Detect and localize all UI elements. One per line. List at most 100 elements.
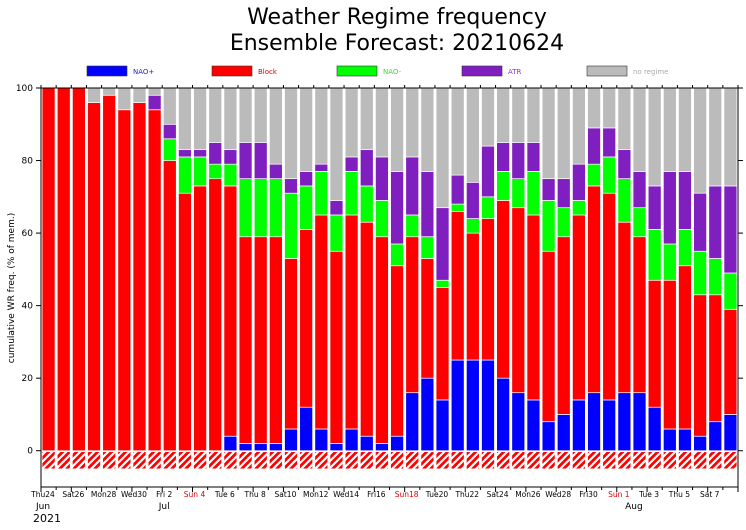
bar-block-16 [284,258,298,430]
bar-nao-18 [314,428,329,452]
bar-atr-26 [435,207,450,281]
bar-nao-45 [723,414,738,452]
x-tick-label-38: Sun 1 [608,490,630,499]
bar-noregime-34 [556,87,571,180]
bar-block-33 [541,250,556,423]
bar-nao-37 [602,399,617,452]
bar-atr-24 [405,156,420,216]
bar-nao-15 [269,178,283,238]
bar-base-43 [693,451,707,470]
bar-block-18 [314,214,329,430]
bar-noregime-42 [678,87,692,172]
bar-base-4 [102,451,116,470]
y-tick-label-20: 20 [22,374,34,384]
bar-base-27 [450,451,465,470]
bar-base-13 [238,451,253,470]
bar-base-26 [435,451,450,470]
bar-base-33 [541,451,556,470]
bar-noregime-17 [299,87,313,172]
bar-nao-18 [314,171,329,216]
x-tick-label-10: Sun 4 [184,490,206,499]
bar-base-34 [556,451,571,470]
bar-noregime-9 [178,87,192,151]
bar-noregime-25 [420,87,435,172]
bar-atr-31 [511,142,526,180]
bar-atr-27 [450,174,465,205]
bar-block-34 [556,236,571,415]
bar-base-24 [405,451,420,470]
bar-nao-28 [466,218,480,234]
bar-base-45 [723,451,738,470]
bar-atr-42 [678,171,692,230]
bar-block-29 [481,218,495,361]
legend-label-2: NAO- [383,68,402,76]
x-tick-label-16: Sat10 [275,490,297,499]
bar-noregime-12 [223,87,238,151]
bar-base-1 [56,451,71,470]
legend-swatch-2 [336,65,378,77]
bar-nao-15 [269,443,283,452]
bar-nao-39 [632,392,647,452]
bars [41,87,738,470]
bar-nao-44 [708,421,723,452]
bar-noregime-10 [193,87,207,151]
bar-block-15 [269,236,283,444]
bar-nao-16 [284,192,298,259]
bar-noregime-43 [693,87,707,194]
bar-atr-16 [284,178,298,194]
bar-block-5 [117,109,132,452]
x-axis: Thu24 Sat26 Mon28 Wed30 Fri 2 Sun 4 Tue 6 Thu 8… [30,85,739,512]
y-axis-label: cumulative WR freq. (% of mem.) [7,213,17,363]
x-tick-label-2: Sat26 [62,490,84,499]
bar-atr-29 [481,145,495,198]
bar-base-14 [253,451,268,470]
bar-nao-14 [253,443,268,452]
bar-atr-40 [647,185,662,230]
bar-noregime-40 [647,87,662,187]
bar-atr-25 [420,171,435,238]
x-tick-label-18: Mon12 [303,490,329,499]
bar-block-45 [723,308,738,415]
bar-noregime-28 [466,87,480,183]
bar-block-4 [102,94,117,452]
bar-base-11 [208,451,223,470]
bar-nao-8 [162,138,177,161]
bar-base-37 [602,451,616,470]
bar-base-25 [420,451,435,470]
bar-block-28 [466,232,480,361]
bar-base-2 [72,451,86,470]
bar-base-42 [678,451,692,470]
bar-nao-31 [511,178,526,209]
bar-block-41 [662,279,677,430]
x-tick-label-30: Sat24 [487,490,509,499]
bar-noregime-31 [511,87,526,143]
bar-block-27 [450,210,465,361]
bar-atr-10 [193,149,207,158]
bar-block-26 [435,287,450,401]
bar-nao-36 [587,392,601,452]
bar-block-39 [632,236,647,394]
bar-noregime-11 [208,87,223,143]
bar-block-13 [238,236,253,444]
bar-nao-33 [541,200,556,252]
bar-atr-45 [723,185,738,274]
x-tick-label-22: Fri16 [367,490,386,499]
bar-block-22 [375,236,389,444]
x-tick-label-42: Thu 5 [668,490,690,499]
bar-block-8 [162,160,177,452]
bar-nao-30 [496,377,510,452]
bar-nao-12 [223,163,238,187]
bar-nao-30 [496,171,510,201]
bar-block-21 [359,221,374,437]
bar-block-36 [587,185,601,394]
bar-atr-21 [359,149,374,187]
bar-nao-38 [617,178,632,223]
bar-atr-30 [496,142,510,172]
bar-noregime-21 [359,87,374,151]
bar-base-17 [299,451,313,470]
bar-nao-28 [466,359,480,452]
bar-atr-9 [178,149,192,158]
bar-atr-23 [390,171,404,245]
legend-label-4: no regime [633,68,669,76]
